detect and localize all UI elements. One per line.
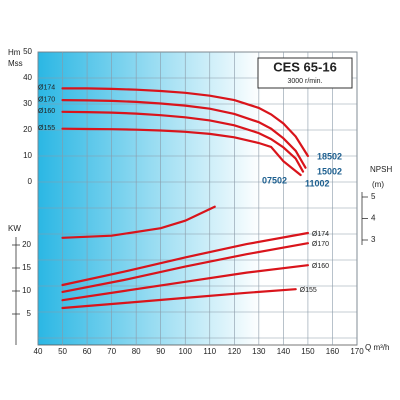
x-tick-label: 130 (252, 347, 266, 356)
head-tick-label: 10 (23, 151, 32, 160)
x-tick-label: 100 (179, 347, 193, 356)
curve (61, 231, 309, 287)
x-tick-label: 50 (58, 347, 67, 356)
series-label: Ø155 (300, 287, 317, 294)
annotation: 18502 (317, 151, 342, 161)
annotation: 07502 (262, 175, 287, 185)
head-tick-label: 40 (23, 73, 32, 82)
x-tick-label: 140 (277, 347, 291, 356)
plot-area (37, 51, 358, 346)
series-label: Ø174 (312, 231, 329, 238)
chart-subtitle: 3000 r/min. (287, 78, 322, 85)
power-tick-label: 15 (22, 263, 31, 272)
annotation: 11002 (305, 178, 330, 188)
head-axis-label: Hm (8, 48, 21, 57)
power-axis-label: KW (8, 224, 21, 233)
x-tick-label: 160 (326, 347, 340, 356)
x-tick-label: 90 (156, 347, 165, 356)
series-label: Ø170 (38, 96, 55, 103)
x-tick-label: 170 (350, 347, 364, 356)
head-tick-label: 20 (23, 125, 32, 134)
series-label: Ø170 (312, 241, 329, 248)
curve (61, 264, 309, 302)
annotation: 15002 (317, 166, 342, 176)
series-label: Ø160 (38, 108, 55, 115)
x-tick-label: 110 (203, 347, 216, 356)
npsh-tick-label: 3 (371, 235, 376, 244)
curve (61, 110, 305, 173)
curve (61, 99, 307, 169)
x-tick-label: 80 (132, 347, 141, 356)
npsh-tick-label: 5 (371, 192, 376, 201)
npsh-axis-label: NPSH (370, 165, 392, 174)
chart-title: CES 65-16 (273, 59, 337, 74)
head-tick-label: 50 (23, 47, 32, 56)
curve (61, 127, 302, 177)
x-axis-label: Q m³/h (365, 343, 389, 352)
x-tick-label: 60 (83, 347, 92, 356)
curve (61, 242, 309, 293)
power-tick-label: 20 (22, 240, 31, 249)
series-label: Ø155 (38, 125, 55, 132)
x-tick-label: 120 (228, 347, 242, 356)
x-tick-label: 40 (34, 347, 43, 356)
npsh-tick-label: 4 (371, 214, 376, 223)
x-tick-label: 150 (301, 347, 315, 356)
npsh-axis-label: (m) (372, 180, 384, 189)
series-label: Ø160 (312, 263, 329, 270)
x-tick-label: 70 (107, 347, 116, 356)
head-tick-label: 0 (28, 177, 33, 186)
series-label: Ø174 (38, 85, 55, 92)
head-axis-label: Mss (8, 59, 23, 68)
head-tick-label: 30 (23, 99, 32, 108)
title-box (257, 57, 353, 89)
power-tick-label: 5 (27, 309, 32, 318)
curve (61, 87, 309, 158)
curve (61, 288, 297, 310)
power-tick-label: 10 (22, 286, 31, 295)
curve (61, 205, 216, 239)
